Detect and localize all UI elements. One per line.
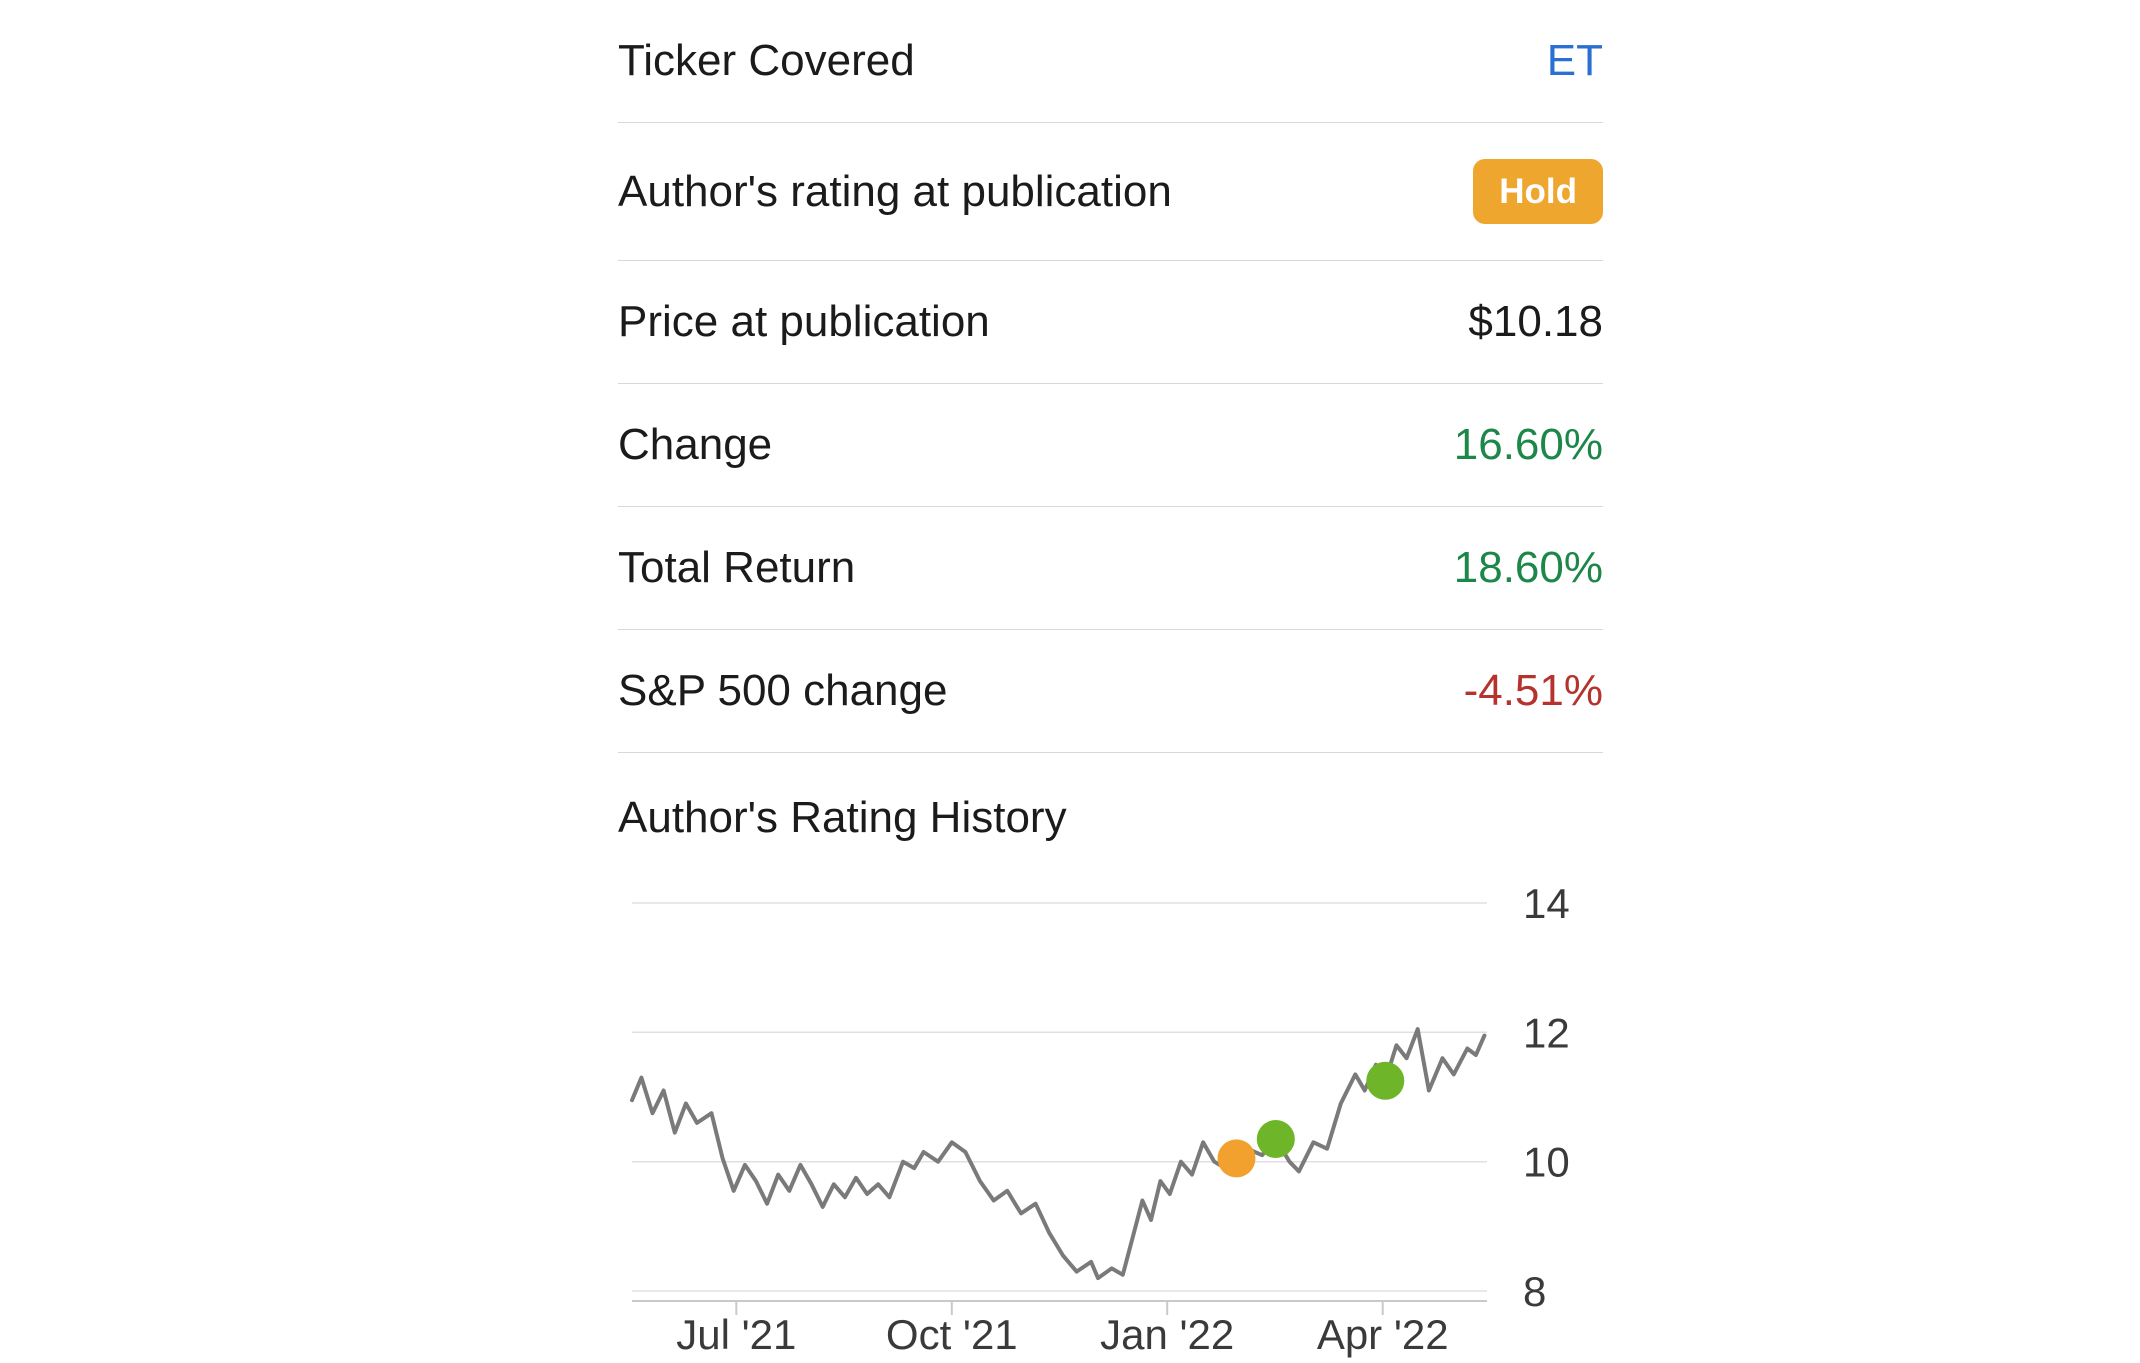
x-axis-label: Jan '22 (1100, 1311, 1234, 1358)
y-axis-label: 10 (1523, 1139, 1570, 1186)
total-return-label: Total Return (618, 543, 856, 592)
price-at-publication-value: $10.18 (1468, 297, 1603, 346)
ticker-covered-row: Ticker Covered ET (618, 0, 1603, 123)
rating-history-chart: 14 12 10 8 Jul '21 Oct '21 Jan '22 Apr '22 (630, 883, 1570, 1358)
rating-history-title: Author's Rating History (618, 793, 1067, 842)
price-at-publication-label: Price at publication (618, 297, 990, 346)
total-return-row: Total Return 18.60% (618, 507, 1603, 630)
rating-marker[interactable] (1366, 1061, 1405, 1100)
rating-history-chart-container: 14 12 10 8 Jul '21 Oct '21 Jan '22 Apr '22 (618, 883, 1603, 1361)
y-axis-label: 14 (1523, 883, 1570, 927)
change-value: 16.60% (1453, 420, 1603, 469)
x-axis-label: Jul '21 (676, 1311, 796, 1358)
x-axis-label: Oct '21 (886, 1311, 1018, 1358)
rating-marker[interactable] (1256, 1120, 1295, 1158)
ticker-covered-label: Ticker Covered (618, 36, 915, 85)
price-at-publication-row: Price at publication $10.18 (618, 261, 1603, 384)
sp500-change-label: S&P 500 change (618, 666, 948, 715)
total-return-value: 18.60% (1453, 543, 1603, 592)
x-axis-label: Apr '22 (1317, 1311, 1449, 1358)
sp500-change-row: S&P 500 change -4.51% (618, 630, 1603, 753)
change-row: Change 16.60% (618, 384, 1603, 507)
price-line (630, 1027, 1487, 1281)
change-label: Change (618, 420, 773, 469)
y-axis-label: 8 (1523, 1268, 1546, 1315)
rating-marker[interactable] (1217, 1139, 1256, 1178)
sp500-change-value: -4.51% (1463, 666, 1603, 715)
rating-badge: Hold (1473, 159, 1603, 224)
y-axis-label: 12 (1523, 1009, 1570, 1056)
article-rating-card: Ticker Covered ET Author's rating at pub… (618, 0, 1603, 1361)
ticker-link[interactable]: ET (1546, 36, 1603, 85)
author-rating-label: Author's rating at publication (618, 166, 1172, 216)
author-rating-row: Author's rating at publication Hold (618, 123, 1603, 261)
